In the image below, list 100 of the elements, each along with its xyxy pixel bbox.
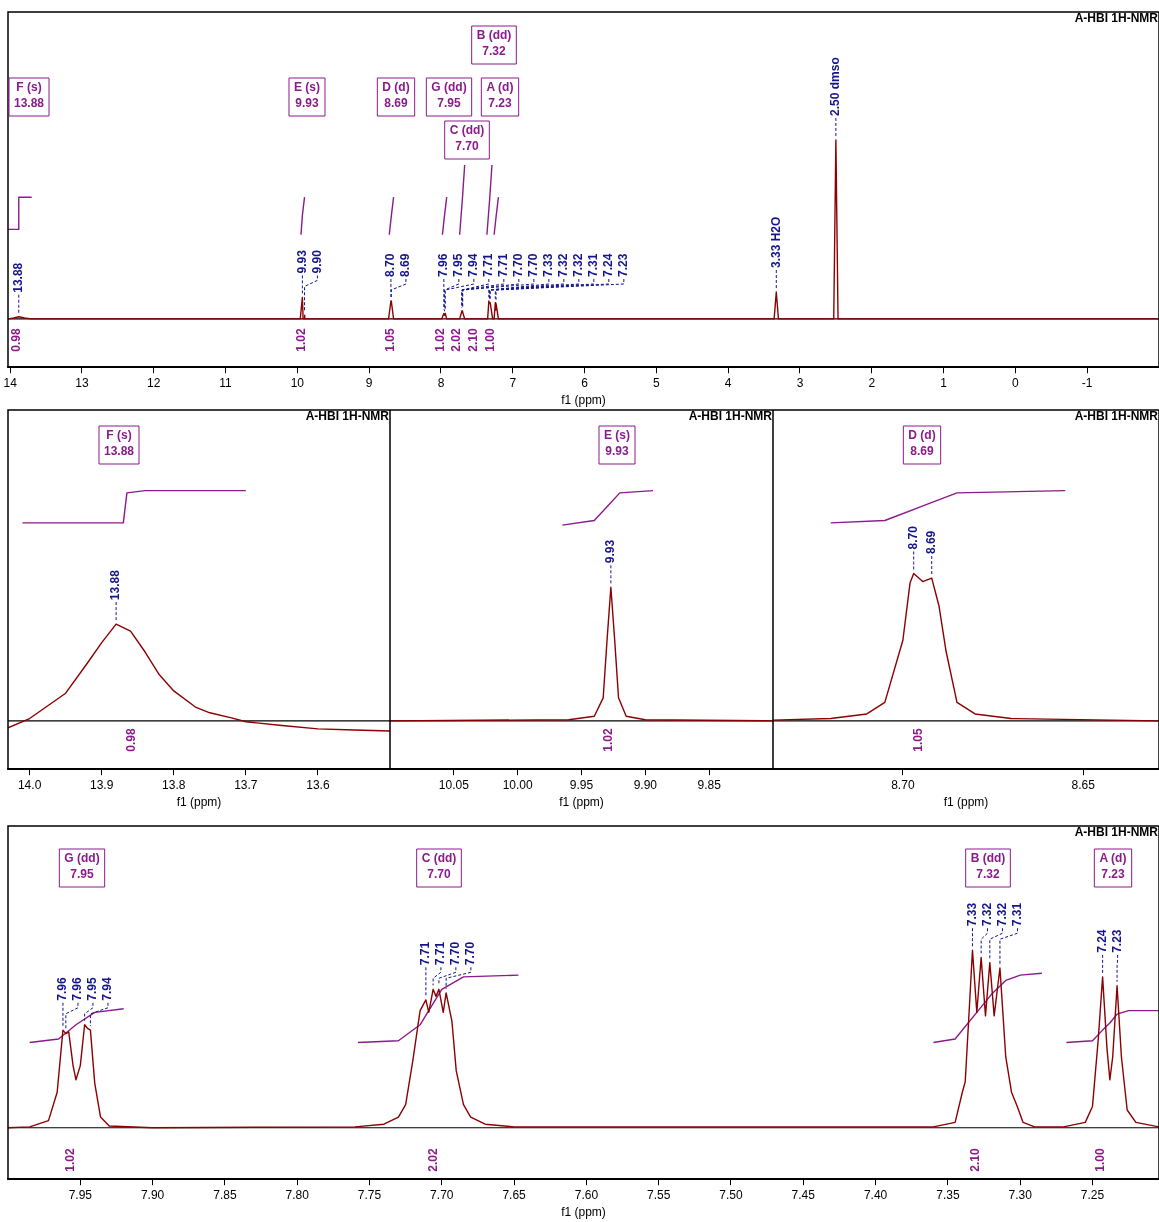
annotation: 7.33: [541, 253, 556, 277]
chart-title: A-HBI 1H-NMR: [688, 409, 773, 424]
x-axis-title: f1 (ppm): [176, 795, 222, 810]
annotation: 7.71: [433, 941, 448, 966]
annotation: 7.32: [571, 253, 586, 277]
annotation: 7.70: [463, 941, 478, 966]
x-tick-label: 7.85: [213, 1187, 237, 1202]
annotation: 7.33: [964, 902, 979, 927]
text: A (d) 7.23: [1099, 851, 1127, 882]
annotation: 7.70: [526, 253, 541, 277]
x-tick-label: 7.65: [502, 1187, 527, 1202]
text: G (dd) 7.95: [431, 80, 467, 111]
x-tick-label: 8.70: [891, 777, 915, 792]
annotation: 7.70: [448, 941, 463, 966]
x-tick-label: 7.80: [285, 1187, 310, 1202]
text: 1.00: [483, 328, 498, 352]
x-tick-label: 6: [581, 375, 589, 390]
annotation: 7.96: [436, 253, 451, 277]
annotation: 7.71: [496, 253, 511, 277]
text: D (d) 8.69: [382, 80, 410, 111]
annotation: 8.70: [906, 525, 920, 550]
text: 1.00: [1093, 1148, 1108, 1172]
annotation: 0.98: [124, 728, 139, 752]
text: F (s) 13.88: [103, 428, 135, 459]
x-axis-title: f1 (ppm): [559, 795, 604, 810]
annotation: 7.32: [979, 902, 994, 927]
chart-title: A-HBI 1H-NMR: [1074, 409, 1159, 424]
x-tick-label: 7.75: [357, 1187, 382, 1202]
x-tick-label: 8: [437, 375, 445, 390]
text: 1.02: [433, 328, 448, 352]
text: E (s) 9.93: [293, 80, 321, 111]
text: C (dd) 7.70: [421, 851, 457, 882]
x-tick-label: 7: [509, 375, 517, 390]
x-tick-label: 3: [796, 375, 804, 390]
x-tick-label: 10.00: [502, 777, 534, 792]
x-axis-title: f1 (ppm): [943, 795, 989, 810]
x-axis-title: f1 (ppm): [561, 393, 606, 408]
text: 2.02: [426, 1148, 441, 1172]
annotation: 7.94: [466, 253, 481, 277]
annotation: 7.95: [85, 977, 100, 1001]
annotation: 7.96: [55, 977, 70, 1001]
x-tick-label: 7.45: [791, 1187, 816, 1202]
x-tick-label: 9.85: [697, 777, 722, 792]
annotation: 8.69: [924, 530, 939, 555]
x-tick-label: 9.90: [633, 777, 658, 792]
annotation: 7.32: [994, 902, 1009, 927]
annotation: 7.71: [418, 941, 433, 966]
x-tick-label: 10: [290, 375, 305, 390]
annotation: 9.93: [603, 539, 618, 564]
annotation: 7.94: [100, 977, 115, 1001]
x-tick-label: 10.05: [438, 777, 470, 792]
annotation: 2.50 dmso: [828, 57, 843, 116]
text: 0.98: [9, 328, 24, 352]
x-tick-label: 13.8: [162, 777, 186, 792]
chart-title: A-HBI 1H-NMR: [1074, 11, 1159, 26]
annotation: 8.70: [383, 253, 398, 277]
annotation: 7.24: [601, 253, 616, 277]
x-tick-label: 0: [1012, 375, 1020, 390]
annotation: 7.70: [511, 253, 526, 277]
annotation: 8.69: [398, 253, 413, 277]
annotation: 7.23: [616, 253, 631, 277]
x-tick-label: 2: [868, 375, 876, 390]
text: 1.05: [911, 728, 926, 752]
annotation: 7.96: [70, 977, 85, 1001]
x-tick-label: 7.40: [863, 1187, 888, 1202]
x-tick-label: 4: [724, 375, 732, 390]
annotation: 13.88: [11, 262, 26, 293]
x-tick-label: 9: [365, 375, 373, 390]
text: 1.05: [383, 328, 398, 352]
annotation: 7.32: [556, 253, 571, 277]
x-tick-label: 14.0: [17, 777, 42, 792]
annotation: 7.24: [1094, 929, 1109, 953]
x-tick-label: 7.25: [1080, 1187, 1105, 1202]
annotation: C (dd) 7.70: [449, 123, 485, 154]
annotation: 7.31: [586, 253, 601, 277]
text: 1.02: [294, 328, 309, 352]
annotation: 7.95: [451, 253, 466, 277]
text: 1.02: [63, 1148, 78, 1172]
chart-title: A-HBI 1H-NMR: [1074, 825, 1159, 840]
text: A (d) 7.23: [486, 80, 514, 111]
x-tick-label: 7.30: [1008, 1187, 1033, 1202]
x-tick-label: 12: [147, 375, 161, 390]
x-tick-label: 8.65: [1071, 777, 1096, 792]
text: 2.10: [466, 328, 481, 352]
annotation: 9.93: [294, 249, 309, 274]
annotation: 7.31: [1009, 902, 1024, 927]
chart-title: A-HBI 1H-NMR: [305, 409, 390, 424]
annotation: 13.88: [108, 569, 123, 601]
annotation: 7.71: [481, 253, 496, 277]
x-tick-label: 13.7: [234, 777, 258, 792]
text: 2.02: [449, 328, 464, 352]
text: F (s) 13.88: [14, 80, 45, 111]
x-tick-label: 13.6: [306, 777, 330, 792]
x-axis-title: f1 (ppm): [561, 1205, 606, 1220]
x-tick-label: 7.60: [574, 1187, 599, 1202]
x-tick-label: 7.55: [647, 1187, 671, 1202]
text: E (s) 9.93: [603, 428, 631, 459]
x-tick-label: 1: [940, 375, 948, 390]
x-tick-label: 7.90: [140, 1187, 165, 1202]
x-tick-label: 7.70: [430, 1187, 454, 1202]
